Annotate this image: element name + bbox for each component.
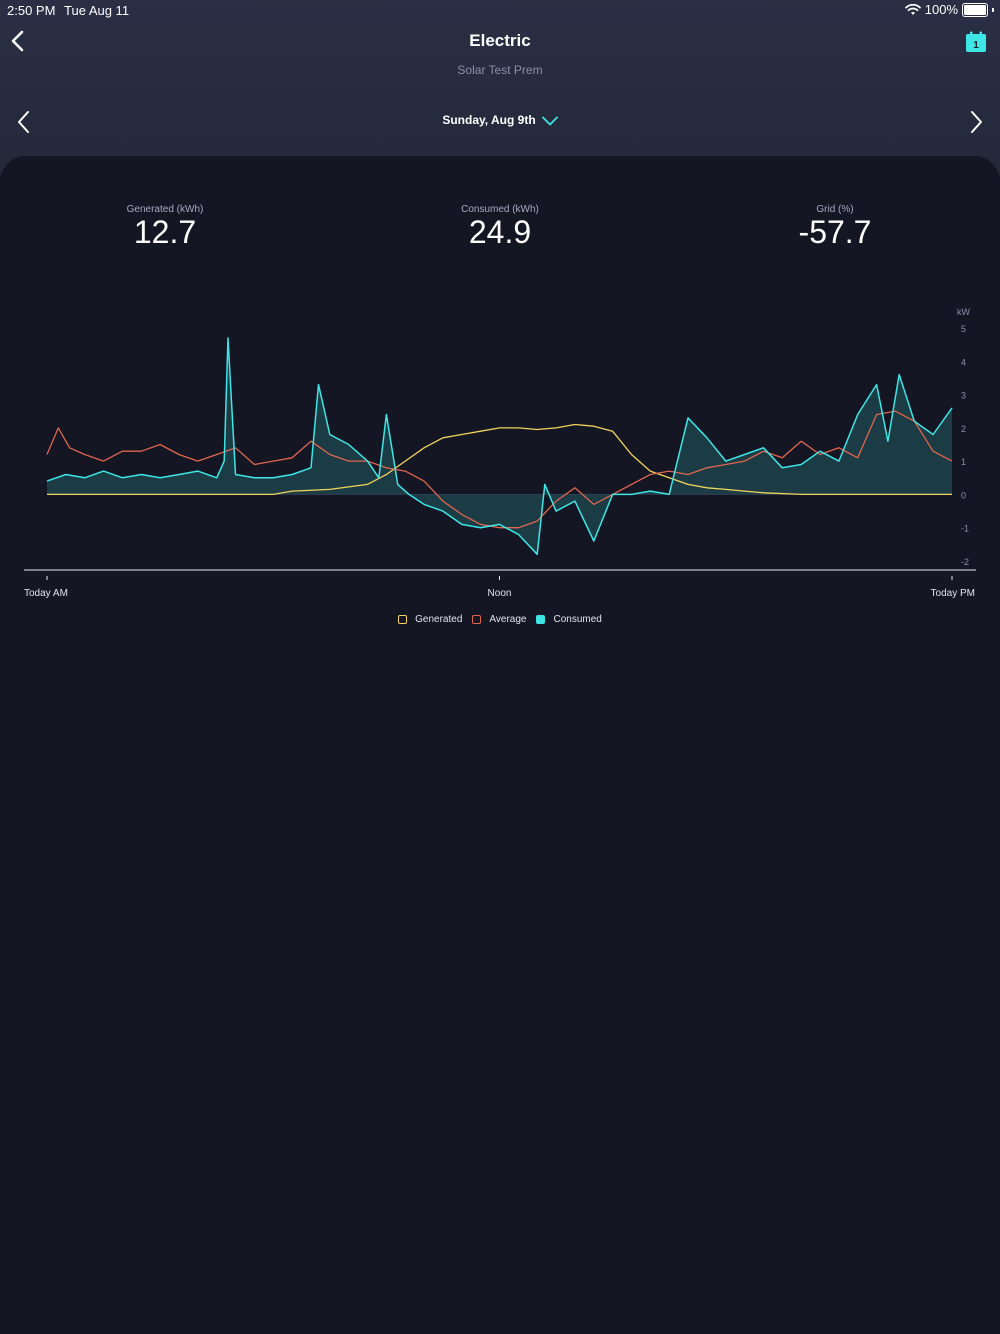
legend-generated-swatch — [398, 615, 408, 624]
y-tick-label: 1 — [961, 457, 966, 467]
calendar-icon[interactable]: 1 — [964, 30, 988, 54]
energy-chart[interactable]: kW 5 4 3 2 1 0 -1 -2 Today AM Noon Today PM — [0, 300, 1000, 605]
x-tick-label: Today AM — [24, 588, 68, 599]
stat-grid-label: Grid (%) — [816, 204, 854, 215]
chevron-right-icon[interactable] — [966, 109, 986, 135]
legend-consumed-label: Consumed — [553, 614, 602, 625]
legend-average[interactable]: Average — [472, 614, 526, 625]
battery-icon — [962, 2, 988, 17]
stat-generated: Generated (kWh) 12.7 — [65, 204, 265, 251]
y-tick-label: 3 — [961, 391, 966, 401]
header-background — [0, 0, 1000, 180]
x-tick-label: Noon — [488, 588, 512, 599]
y-tick-label: 5 — [961, 324, 966, 334]
back-chevron-icon[interactable] — [8, 29, 28, 53]
chevron-down-icon — [541, 116, 558, 126]
chart-legend: Generated Average Consumed — [0, 614, 1000, 625]
generated-line — [47, 423, 952, 496]
legend-consumed[interactable]: Consumed — [536, 614, 602, 625]
y-unit-label: kW — [957, 307, 971, 317]
page-title: Electric — [469, 31, 531, 50]
wifi-icon — [904, 3, 921, 15]
status-time: 2:50 PM — [7, 3, 56, 18]
stat-generated-label: Generated (kWh) — [126, 204, 204, 215]
stat-consumed-label: Consumed (kWh) — [461, 204, 539, 215]
consumed-area — [47, 338, 952, 555]
y-tick-label: 4 — [961, 357, 966, 367]
legend-average-label: Average — [489, 614, 527, 625]
y-tick-label: -2 — [961, 557, 969, 567]
legend-average-swatch — [472, 615, 482, 624]
status-indicators: 100% — [904, 2, 994, 17]
date-label: Sunday, Aug 9th — [442, 113, 536, 127]
stat-grid-value: -57.7 — [798, 214, 872, 250]
page-subtitle: Solar Test Prem — [457, 63, 543, 77]
status-date: Tue Aug 11 — [64, 3, 130, 18]
stat-grid: Grid (%) -57.7 — [735, 204, 935, 251]
consumed-line — [46, 337, 953, 556]
y-tick-label: 0 — [961, 490, 966, 500]
legend-generated[interactable]: Generated — [398, 614, 462, 625]
svg-text:1: 1 — [973, 40, 979, 51]
legend-generated-label: Generated — [415, 614, 463, 625]
content-card — [0, 156, 1000, 1334]
chevron-left-icon[interactable] — [14, 109, 34, 135]
y-tick-label: 2 — [961, 424, 966, 434]
battery-tip — [992, 7, 994, 12]
y-tick-label: -1 — [961, 524, 969, 534]
stat-generated-value: 12.7 — [133, 214, 197, 250]
status-bar: 2:50 PM Tue Aug 11 100% — [0, 0, 1000, 20]
date-selector[interactable]: Sunday, Aug 9th — [0, 113, 1000, 127]
stat-consumed: Consumed (kWh) 24.9 — [400, 204, 600, 251]
battery-percent: 100% — [924, 2, 958, 17]
legend-consumed-swatch — [536, 615, 546, 624]
stat-consumed-value: 24.9 — [468, 214, 532, 250]
x-tick-label: Today PM — [931, 588, 975, 599]
